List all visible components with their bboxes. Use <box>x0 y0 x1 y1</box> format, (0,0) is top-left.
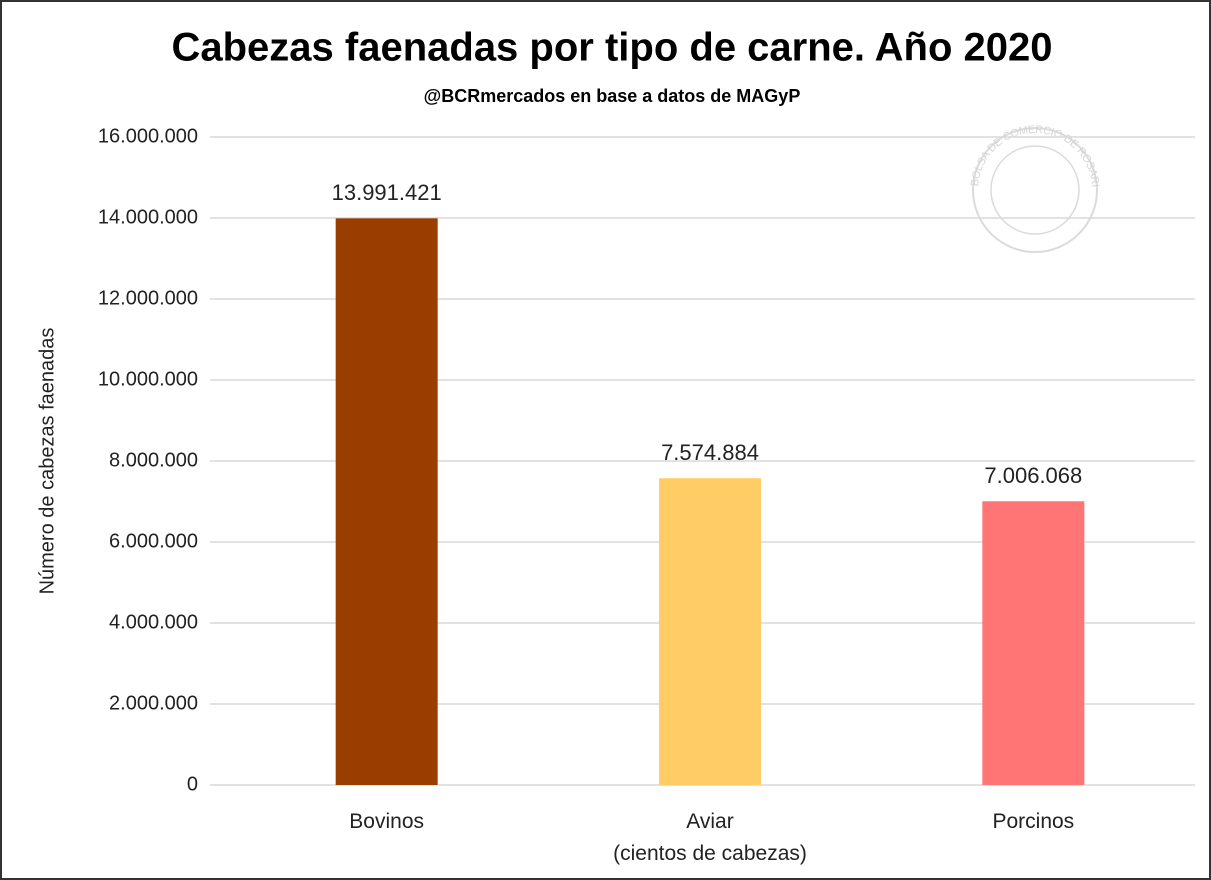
watermark-ring <box>972 127 1098 253</box>
y-axis-label: Número de cabezas faenadas <box>36 328 58 595</box>
y-tick-label: 12.000.000 <box>98 287 198 309</box>
y-tick-label: 16.000.000 <box>98 125 198 147</box>
y-tick-label: 14.000.000 <box>98 206 198 228</box>
value-label: 13.991.421 <box>332 180 442 205</box>
y-tick-label: 0 <box>187 773 198 795</box>
y-tick-label: 10.000.000 <box>98 368 198 390</box>
bar <box>659 478 761 785</box>
y-tick-label: 4.000.000 <box>109 611 198 633</box>
chart-title: Cabezas faenadas por tipo de carne. Año … <box>171 26 1052 70</box>
value-label: 7.574.884 <box>661 440 759 465</box>
x-tick-label: Porcinos <box>992 810 1075 833</box>
y-tick-label: 6.000.000 <box>109 530 198 552</box>
y-tick-label: 8.000.000 <box>109 449 198 471</box>
bar <box>982 501 1085 785</box>
x-tick-label: Aviar (cientos de cabezas) <box>613 810 807 865</box>
value-label: 7.006.068 <box>984 463 1082 488</box>
watermark-ring <box>990 145 1080 235</box>
bar <box>335 218 438 786</box>
chart-subtitle: @BCRmercados en base a datos de MAGyP <box>424 86 801 106</box>
x-tick-label: Bovinos <box>349 810 425 833</box>
y-tick-label: 2.000.000 <box>109 692 198 714</box>
